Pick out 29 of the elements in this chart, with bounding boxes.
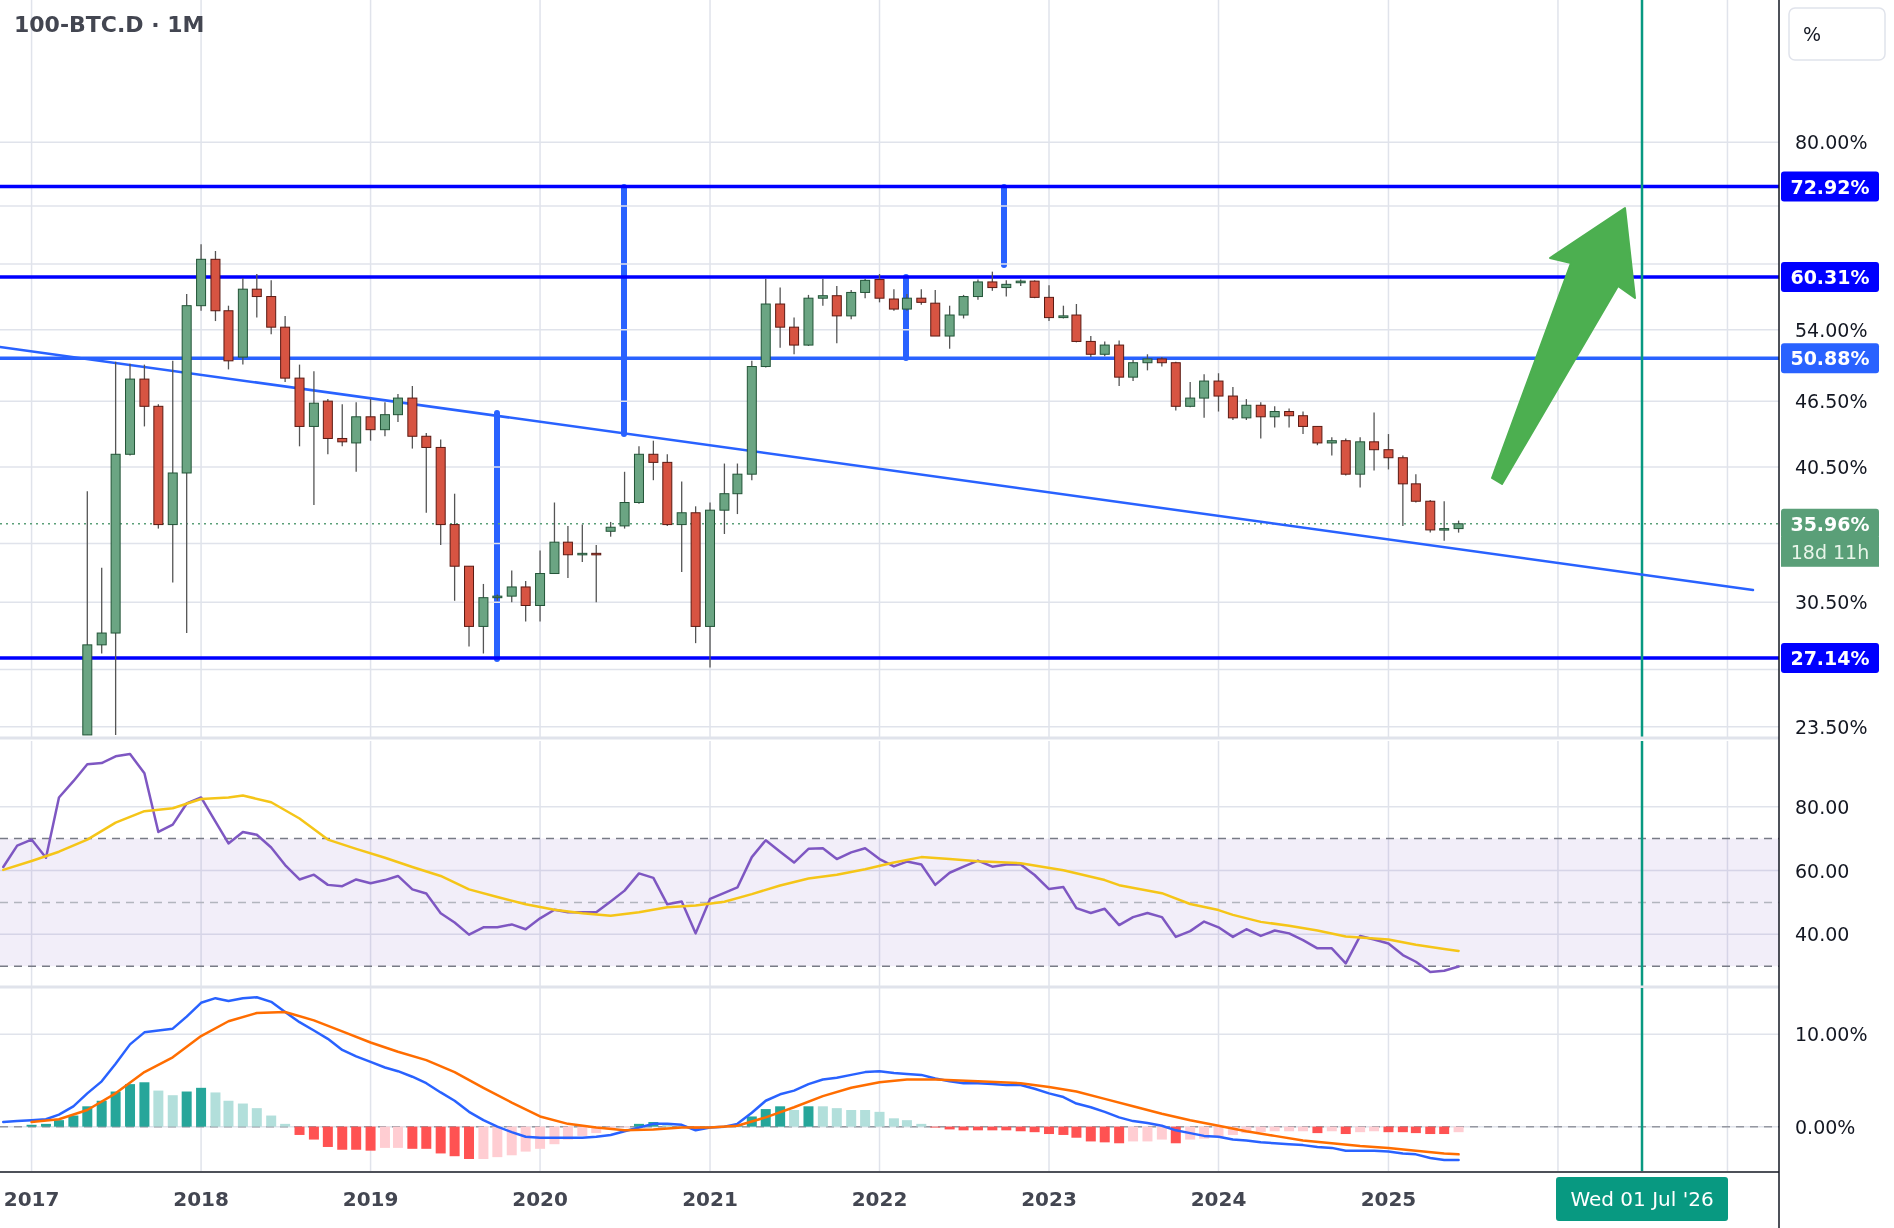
ref-line-label: 27.14% bbox=[1790, 647, 1870, 670]
ref-line-label: 72.92% bbox=[1790, 175, 1870, 198]
x-tick-label: 2020 bbox=[512, 1187, 568, 1211]
ref-line-label: 60.31% bbox=[1790, 266, 1870, 289]
y-tick-label: 10.00% bbox=[1795, 1023, 1868, 1046]
x-tick-label: 2023 bbox=[1021, 1187, 1077, 1211]
x-tick-label: 2022 bbox=[851, 1187, 908, 1211]
ref-line-label: 50.88% bbox=[1790, 347, 1870, 370]
y-tick-label: 60.00 bbox=[1795, 859, 1850, 882]
y-tick-label: 0.00% bbox=[1795, 1115, 1856, 1138]
y-tick-label: 40.00 bbox=[1795, 923, 1850, 946]
x-tick-label: 2024 bbox=[1190, 1187, 1247, 1211]
x-tick-label: 2019 bbox=[342, 1187, 399, 1211]
y-tick-label: 54.00% bbox=[1795, 318, 1868, 341]
y-tick-label: 40.50% bbox=[1795, 456, 1868, 479]
x-tick-label: 2021 bbox=[682, 1187, 738, 1211]
y-tick-label: 30.50% bbox=[1795, 591, 1868, 614]
y-tick-label: 80.00 bbox=[1795, 795, 1850, 818]
text: 100-BTC.D · 1M bbox=[14, 12, 205, 37]
ref-line-label: 35.96% bbox=[1790, 512, 1870, 535]
y-tick-label: 46.50% bbox=[1795, 390, 1868, 413]
x-tick-label: 2018 bbox=[173, 1187, 229, 1211]
x-tick-label: 2025 bbox=[1360, 1187, 1417, 1211]
ref-line-label: Wed 01 Jul '26 bbox=[1570, 1187, 1714, 1211]
text: 18d 11h bbox=[1790, 540, 1870, 563]
text: % bbox=[1803, 23, 1822, 45]
x-tick-label: 2017 bbox=[3, 1187, 60, 1211]
y-tick-label: 23.50% bbox=[1795, 715, 1868, 738]
y-tick-label: 80.00% bbox=[1795, 131, 1868, 154]
